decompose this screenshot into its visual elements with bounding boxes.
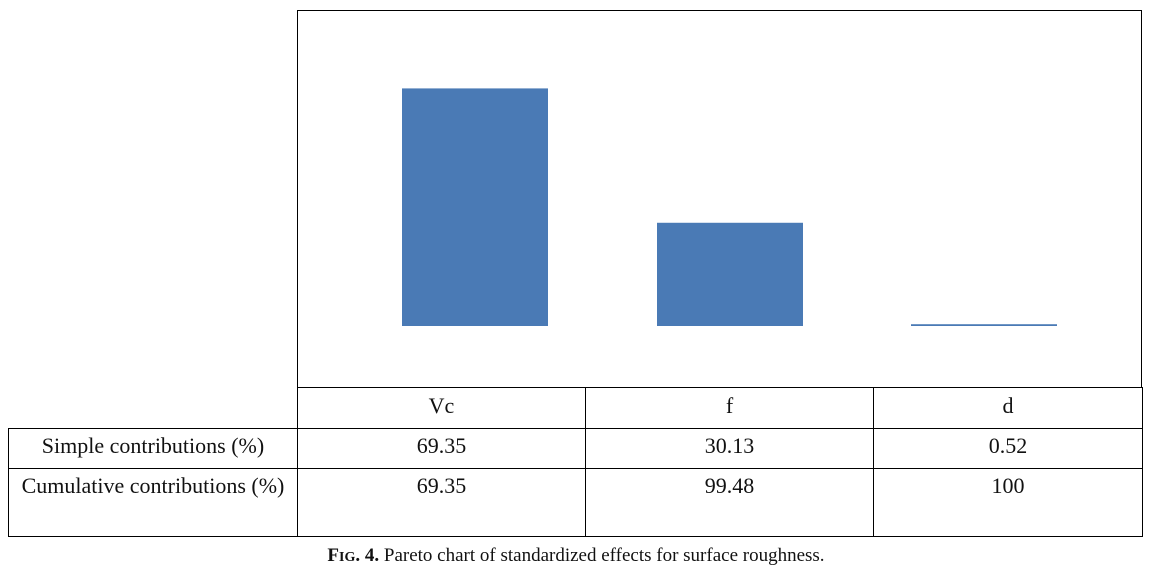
column-header-d: d [873, 387, 1143, 429]
figure-caption: FIG. 4. Pareto chart of standardized eff… [0, 545, 1152, 569]
cell-cumulative-vc: 69.35 [297, 468, 586, 537]
caption-text: Pareto chart of standardized effects for… [379, 545, 825, 566]
cell-simple-d: 0.52 [873, 428, 1143, 469]
column-header-vc: Vc [297, 387, 586, 429]
row-label-simple: Simple contributions (%) [8, 428, 298, 469]
bar-vc [402, 88, 548, 327]
cell-cumulative-d: 100 [873, 468, 1143, 537]
cell-cumulative-f: 99.48 [585, 468, 874, 537]
cell-simple-f: 30.13 [585, 428, 874, 469]
table-corner-cell [8, 387, 298, 429]
table-row-cumulative: Cumulative contributions (%) 69.35 99.48… [8, 468, 1143, 537]
cell-simple-vc: 69.35 [297, 428, 586, 469]
contributions-table: Vc f d Simple contributions (%) 69.35 30… [8, 387, 1143, 537]
table-row-simple: Simple contributions (%) 69.35 30.13 0.5… [8, 428, 1143, 469]
table-header-row: Vc f d [8, 387, 1143, 429]
column-header-f: f [585, 387, 874, 429]
row-label-cumulative: Cumulative contributions (%) [8, 468, 298, 537]
bar-f [657, 222, 803, 326]
figure-label: FIG. 4. [327, 545, 380, 566]
chart-plot-frame [297, 10, 1142, 387]
bar-d [911, 324, 1057, 326]
